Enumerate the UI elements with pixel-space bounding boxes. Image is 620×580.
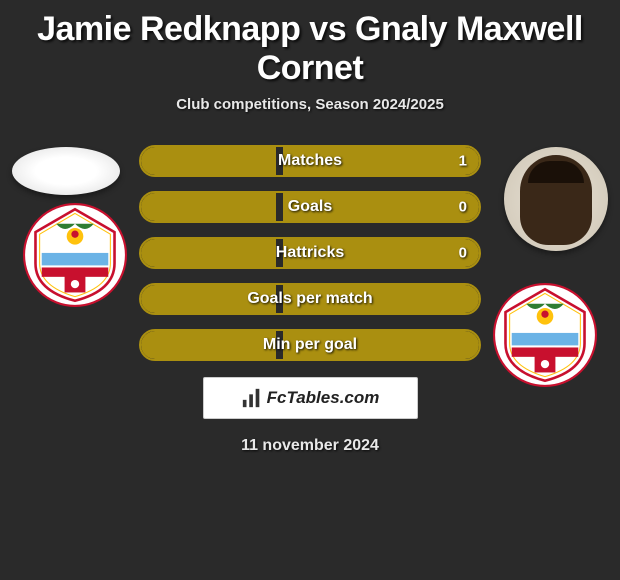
comparison-card: Jamie Redknapp vs Gnaly Maxwell Cornet C… [0,0,620,455]
fctables-badge[interactable]: FcTables.com [203,377,418,419]
stat-label: Min per goal [263,336,357,354]
bar-chart-icon [241,387,263,409]
stat-label: Matches [278,152,342,170]
page-subtitle: Club competitions, Season 2024/2025 [5,96,615,113]
page-title: Jamie Redknapp vs Gnaly Maxwell Cornet [5,10,615,88]
stat-row: Matches 1 [139,145,481,177]
stat-label: Hattricks [276,244,344,262]
southampton-logo-icon [23,203,127,307]
content-area: Matches 1 Goals 0 Hattricks 0 Goals per match M… [5,145,615,455]
stat-value-right: 1 [459,153,467,170]
footer-date: 11 november 2024 [5,437,615,455]
club-logo-left [23,203,127,307]
stat-fill-left [141,331,276,359]
stat-value-right: 0 [459,245,467,262]
avatar-player-left [12,147,120,195]
stat-value-right: 0 [459,199,467,216]
club-logo-right [493,283,597,387]
stat-label: Goals per match [247,290,372,308]
avatar-player-right [504,147,608,251]
stat-fill-left [141,239,276,267]
stat-label: Goals [288,198,332,216]
stat-fill-left [141,147,276,175]
stat-bars: Matches 1 Goals 0 Hattricks 0 Goals per match M… [139,145,481,361]
avatar-face-shape [520,155,592,245]
stat-row: Goals per match [139,283,481,315]
stat-row: Hattricks 0 [139,237,481,269]
stat-row: Goals 0 [139,191,481,223]
stat-row: Min per goal [139,329,481,361]
stat-fill-left [141,193,276,221]
fctables-label: FcTables.com [267,388,380,408]
southampton-logo-icon [493,283,597,387]
